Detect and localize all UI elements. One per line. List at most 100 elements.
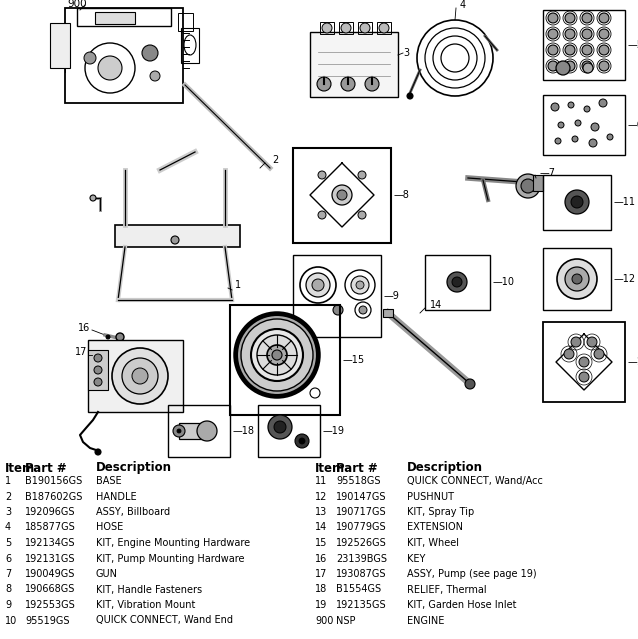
Bar <box>425 255 490 310</box>
Text: 17: 17 <box>75 347 87 357</box>
Circle shape <box>333 305 343 315</box>
Circle shape <box>447 272 467 292</box>
Text: 1: 1 <box>235 280 241 290</box>
Circle shape <box>359 306 367 314</box>
Circle shape <box>132 368 148 384</box>
Text: —9: —9 <box>384 291 400 301</box>
Bar <box>168 405 230 457</box>
Circle shape <box>565 61 575 71</box>
Text: 185877GS: 185877GS <box>25 523 76 532</box>
Text: 4: 4 <box>5 523 11 532</box>
Text: KIT, Garden Hose Inlet: KIT, Garden Hose Inlet <box>407 600 517 610</box>
Circle shape <box>332 185 352 205</box>
Circle shape <box>594 349 604 359</box>
Text: —13: —13 <box>628 357 638 367</box>
Circle shape <box>251 329 303 381</box>
Circle shape <box>521 179 535 193</box>
Text: —7: —7 <box>540 168 556 178</box>
Circle shape <box>317 77 331 91</box>
Circle shape <box>599 99 607 107</box>
Text: 8: 8 <box>5 585 11 594</box>
Circle shape <box>571 337 581 347</box>
Text: —5: —5 <box>628 40 638 50</box>
Text: 192526GS: 192526GS <box>336 538 387 548</box>
Text: EXTENSION: EXTENSION <box>407 523 463 532</box>
Bar <box>383 309 393 317</box>
Circle shape <box>94 366 102 374</box>
Bar <box>88 340 183 412</box>
Circle shape <box>582 61 592 71</box>
Circle shape <box>587 337 597 347</box>
Bar <box>377 22 391 34</box>
Circle shape <box>575 120 581 126</box>
Text: Description: Description <box>96 461 172 475</box>
Circle shape <box>565 45 575 55</box>
Text: 9: 9 <box>5 600 11 610</box>
Text: —15: —15 <box>343 355 365 365</box>
Text: 2: 2 <box>272 155 278 165</box>
Circle shape <box>235 313 319 397</box>
Bar <box>293 255 381 337</box>
Text: —18: —18 <box>233 426 255 436</box>
Text: GUN: GUN <box>96 569 118 579</box>
Bar <box>65 8 183 103</box>
Circle shape <box>572 136 578 142</box>
Text: Item: Item <box>5 461 35 475</box>
Text: —19: —19 <box>323 426 345 436</box>
Text: 190668GS: 190668GS <box>25 585 75 594</box>
Text: KIT, Wheel: KIT, Wheel <box>407 538 459 548</box>
Circle shape <box>98 56 122 80</box>
Circle shape <box>267 345 287 365</box>
Text: 15: 15 <box>315 538 327 548</box>
Text: 19: 19 <box>315 600 327 610</box>
Bar <box>543 248 611 310</box>
Bar <box>358 22 372 34</box>
Circle shape <box>358 171 366 179</box>
Bar <box>543 95 625 155</box>
Circle shape <box>351 276 369 294</box>
Text: ASSY, Billboard: ASSY, Billboard <box>96 507 170 517</box>
Text: B187602GS: B187602GS <box>25 491 82 502</box>
Circle shape <box>299 438 305 444</box>
Bar <box>320 22 334 34</box>
Text: KIT, Engine Mounting Hardware: KIT, Engine Mounting Hardware <box>96 538 250 548</box>
Text: KIT, Spray Tip: KIT, Spray Tip <box>407 507 474 517</box>
Circle shape <box>112 348 168 404</box>
Circle shape <box>548 61 558 71</box>
Circle shape <box>116 333 124 341</box>
Text: —11: —11 <box>614 197 636 207</box>
Circle shape <box>579 372 589 382</box>
Circle shape <box>94 354 102 362</box>
Circle shape <box>318 171 326 179</box>
Text: 190147GS: 190147GS <box>336 491 387 502</box>
Circle shape <box>356 281 364 289</box>
Text: 192096GS: 192096GS <box>25 507 75 517</box>
Circle shape <box>312 279 324 291</box>
Text: 192135GS: 192135GS <box>336 600 387 610</box>
Circle shape <box>171 236 179 244</box>
Circle shape <box>84 52 96 64</box>
Circle shape <box>295 434 309 448</box>
Circle shape <box>565 267 589 291</box>
Text: BASE: BASE <box>96 476 122 486</box>
Bar <box>77 8 171 26</box>
Circle shape <box>106 335 110 339</box>
Text: 7: 7 <box>5 569 11 579</box>
Text: KEY: KEY <box>407 553 426 564</box>
Circle shape <box>584 106 590 112</box>
Circle shape <box>591 123 599 131</box>
Circle shape <box>365 77 379 91</box>
Text: 95519GS: 95519GS <box>25 615 70 626</box>
Text: —8: —8 <box>394 190 410 200</box>
Circle shape <box>274 421 286 433</box>
Circle shape <box>599 61 609 71</box>
Text: HANDLE: HANDLE <box>96 491 137 502</box>
Bar <box>543 322 625 402</box>
Text: 190049GS: 190049GS <box>25 569 75 579</box>
Circle shape <box>583 63 593 73</box>
Circle shape <box>568 102 574 108</box>
Circle shape <box>322 23 332 33</box>
Circle shape <box>582 45 592 55</box>
Text: 95518GS: 95518GS <box>336 476 380 486</box>
Circle shape <box>548 29 558 39</box>
